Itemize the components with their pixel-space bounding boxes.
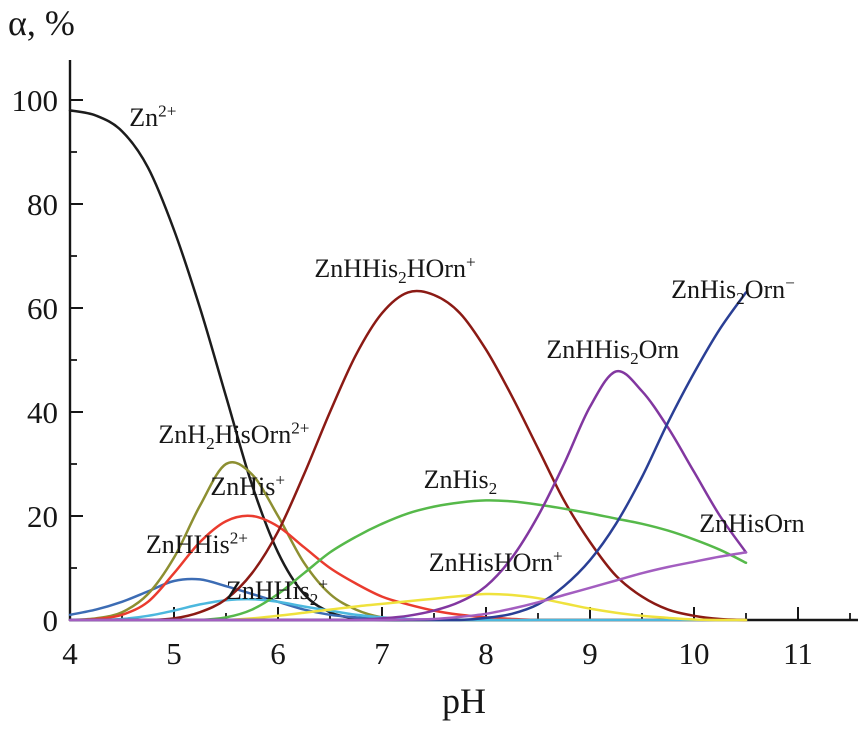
x-tick-label: 5: [166, 636, 182, 671]
y-tick-label: 0: [43, 603, 59, 638]
curve-znh2hisorn2: [68, 460, 748, 622]
curve-znhis: [68, 514, 748, 622]
y-tick-label: 100: [12, 83, 59, 118]
x-tick-label: 11: [783, 636, 813, 671]
curve-znhis2orn: [68, 291, 748, 622]
y-tick-label: 80: [27, 187, 58, 222]
curve-znhisorn: [68, 551, 748, 622]
x-tick-label: 10: [679, 636, 710, 671]
x-axis-title: pH: [442, 681, 486, 721]
curve-zn2: [68, 109, 748, 622]
x-tick-label: 8: [478, 636, 494, 671]
y-tick-label: 20: [27, 499, 58, 534]
x-tick-label: 6: [270, 636, 286, 671]
x-tick-label: 4: [62, 636, 78, 671]
x-tick-label: 7: [374, 636, 390, 671]
y-tick-label: 60: [27, 291, 58, 326]
y-axis-title: α, %: [8, 3, 75, 43]
curve-znhhis2horn: [68, 289, 748, 622]
y-tick-label: 40: [27, 395, 58, 430]
x-tick-label: 9: [582, 636, 598, 671]
